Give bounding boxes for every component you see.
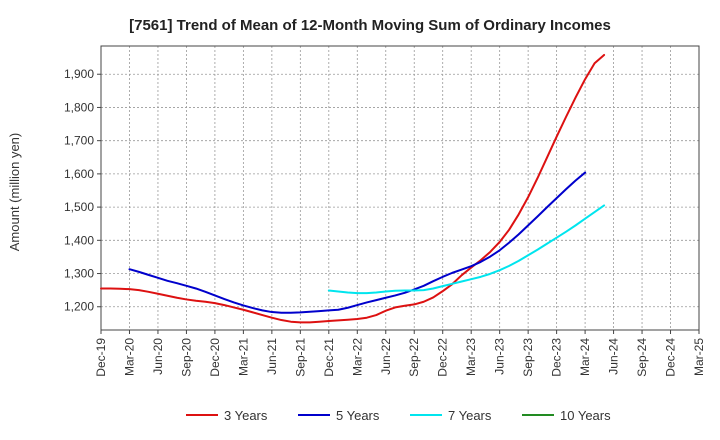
legend-label: 3 Years [224,408,268,423]
x-tick-label: Mar-25 [692,338,706,376]
x-tick-label: Dec-19 [94,338,108,377]
x-tick-label: Dec-20 [208,338,222,377]
y-tick-label: 1,500 [64,200,94,214]
y-axis-label: Amount (million yen) [7,133,22,252]
x-tick-label: Mar-23 [464,338,478,376]
series-lines [100,53,606,324]
y-tick-label: 1,400 [64,233,94,247]
x-tick-label: Sep-24 [635,338,649,377]
y-tick-label: 1,200 [64,300,94,314]
x-tick-label: Dec-23 [550,338,564,377]
series-line-3-years [100,53,606,324]
x-tick-label: Sep-22 [407,338,421,377]
legend-label: 5 Years [336,408,380,423]
legend-label: 10 Years [560,408,611,423]
chart-title: [7561] Trend of Mean of 12-Month Moving … [129,17,611,34]
x-tick-label: Dec-21 [322,338,336,377]
x-tick-label: Mar-20 [122,338,136,376]
x-tick-label: Sep-20 [179,338,193,377]
series-line-7-years [327,204,606,295]
x-tick-label: Jun-20 [151,338,165,375]
series-line-5-years [128,171,587,314]
x-tick-label: Dec-22 [436,338,450,377]
x-tick-label: Mar-22 [350,338,364,376]
x-tick-label: Sep-21 [293,338,307,377]
y-axis: 1,200 1,300 1,400 1,500 1,600 1,700 1,800 1,900 [64,67,101,314]
x-tick-label: Mar-24 [578,338,592,376]
x-tick-label: Mar-21 [236,338,250,376]
x-tick-label: Jun-24 [607,338,621,375]
y-tick-label: 1,600 [64,167,94,181]
plot-area [100,45,700,331]
y-tick-label: 1,800 [64,100,94,114]
x-axis: Dec-19 Mar-20 Jun-20 Sep-20 Dec-20 Mar-21 Jun-… [94,330,706,377]
x-tick-label: Jun-22 [379,338,393,375]
y-tick-label: 1,700 [64,134,94,148]
legend: 3 Years 5 Years 7 Years 10 Years [186,408,611,423]
x-tick-label: Jun-23 [493,338,507,375]
x-tick-label: Dec-24 [664,338,678,377]
x-tick-label: Jun-21 [265,338,279,375]
x-tick-label: Sep-23 [521,338,535,377]
y-tick-label: 1,900 [64,67,94,81]
grid [101,46,699,330]
legend-label: 7 Years [448,408,492,423]
y-tick-label: 1,300 [64,267,94,281]
